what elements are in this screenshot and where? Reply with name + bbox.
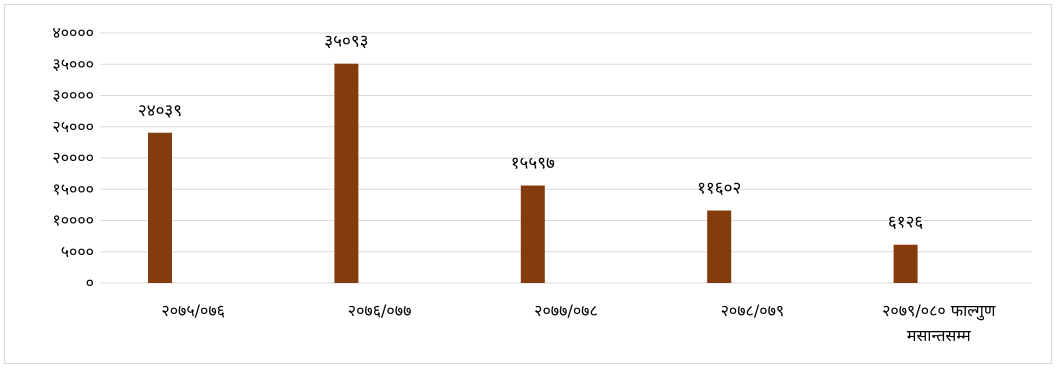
data-label: १५५९७ (511, 154, 555, 174)
bar (148, 132, 172, 283)
x-axis-tick-labels: २०७५/०७६ २०७६/०७७ २०७७/०७८ २०७८/०७९ २०७९/०८०… (161, 301, 996, 345)
x-tick-label: २०७९/०८० फाल्गुण (882, 301, 996, 321)
x-tick-label: २०७६/०७७ (348, 301, 412, 320)
y-tick-label: ३५००० (52, 54, 94, 73)
y-tick-label: ० (86, 273, 94, 292)
x-tick-label: २०७५/०७६ (161, 301, 225, 320)
y-tick-label: ४०००० (52, 23, 94, 42)
bar (520, 185, 545, 283)
gridlines (100, 32, 1032, 284)
bar (893, 244, 918, 283)
data-label: ६१२६ (888, 213, 924, 233)
bars (148, 63, 918, 284)
data-labels: २४०३९ ३५०९३ १५५९७ ११६०२ ६१२६ (138, 32, 924, 233)
y-tick-label: ५००० (61, 242, 94, 261)
data-label: २४०३९ (138, 101, 182, 121)
data-label: ३५०९३ (324, 32, 368, 52)
y-tick-label: २०००० (52, 148, 94, 167)
y-tick-label: १५००० (52, 179, 94, 198)
y-tick-label: २५००० (52, 117, 94, 136)
data-label: ११६०२ (697, 178, 741, 198)
y-axis-tick-labels: ० ५००० १०००० १५००० २०००० २५००० ३०००० ३५००० ४०००० (52, 23, 94, 292)
bar (334, 63, 359, 284)
x-tick-label: २०७८/०७९ (721, 301, 785, 320)
bar (707, 210, 732, 283)
x-tick-label: मसान्तसम्म (907, 326, 971, 345)
x-tick-label: २०७७/०७८ (534, 301, 598, 320)
y-tick-label: ३०००० (52, 86, 94, 105)
y-tick-label: १०००० (52, 211, 94, 230)
